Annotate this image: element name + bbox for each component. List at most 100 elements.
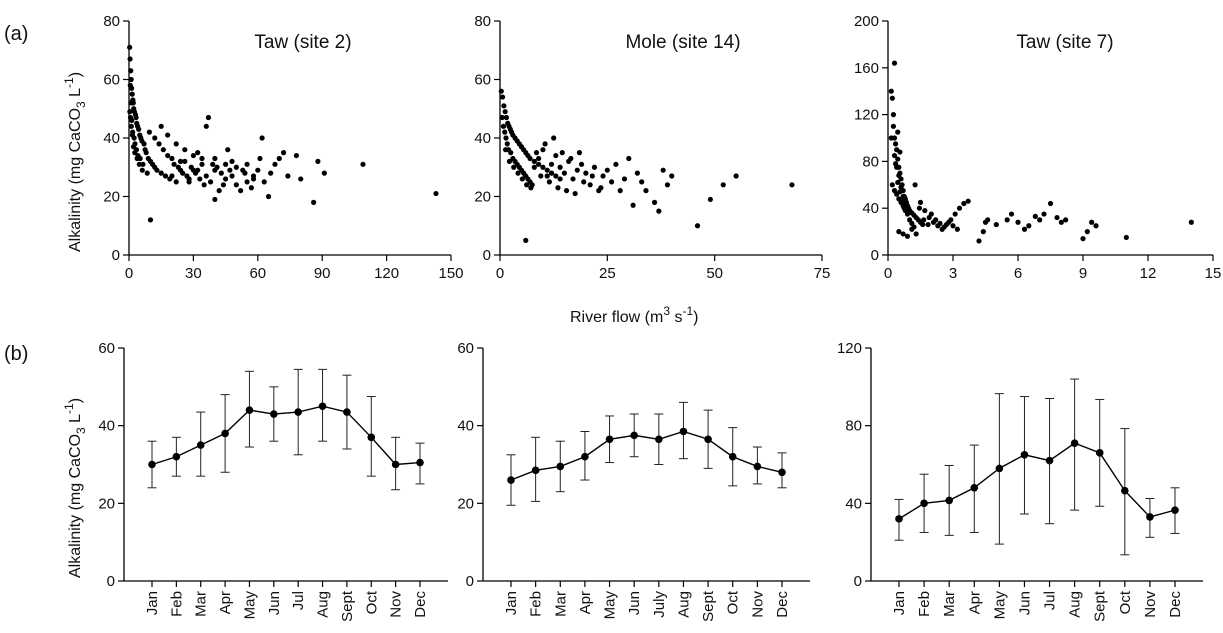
scatter-point [503,135,509,141]
x-tick-label: 0 [125,265,133,282]
scatter-point [227,167,233,173]
x-tick-label: Jan [891,591,908,615]
scatter-point [630,202,636,208]
y-tick-label: 0 [466,573,474,590]
x-tick-label: 15 [1205,265,1222,282]
scatter-point [257,155,263,162]
data-point [605,435,614,444]
scatter-point [212,196,218,203]
scatter-point [272,161,278,167]
x-label-main: River flow (m [570,309,663,326]
x-tick-label: 12 [1140,265,1157,282]
scatter-point [311,199,317,205]
scatter-point [499,114,505,121]
scatter-point [1084,229,1090,235]
scatter-point [904,233,911,239]
scatter-point [1123,234,1129,241]
x-tick-label: Apr [577,591,594,614]
scatter-point [920,221,926,228]
data-point [221,429,229,438]
scatter-point [195,150,201,156]
y-tick-label: 0 [107,573,115,590]
scatter-point [980,229,986,235]
data-point [1171,506,1179,514]
x-tick-label: Mar [552,591,569,617]
scatter-point [546,179,552,185]
scatter-point [563,188,570,194]
scatter-point [165,152,171,159]
scatter-point [891,152,898,159]
y-tick-label: 20 [474,189,491,206]
scatter-point [604,167,610,173]
panel-b-label: (b) [4,343,28,365]
scatter-point [956,205,963,211]
x-tick-label: Nov [388,591,405,618]
scatter-point [1004,217,1010,223]
scatter-point [578,161,585,167]
scatter-point [500,123,507,129]
scatter-point [950,223,956,229]
data-point [945,496,953,505]
scatter-point [985,217,991,223]
data-point [556,462,565,471]
series-line [510,430,783,481]
x-tick-label: 30 [185,265,202,282]
x-tick-label: Apr [966,591,983,614]
scatter-point [152,135,158,141]
y-tick-label: 160 [854,60,879,77]
scatter-point [195,167,201,173]
scatter-point [229,158,235,164]
scatter-point [626,155,632,162]
scatter-point [158,170,164,176]
y-tick-label: 80 [103,13,120,30]
scatter-point [898,184,904,190]
scatter-point [548,161,555,167]
scatter-point [925,221,931,228]
x-tick-label: Sept [1092,590,1109,622]
y-tick-label: 0 [871,247,879,264]
y-tick-label: 40 [474,130,491,147]
scatter-point [276,155,282,162]
y-axis-label-row-a: Alkalinity (mg CaCO3 L-1) [62,72,88,252]
scatter-point [621,176,628,182]
scatter-point [531,164,537,170]
x-label-sup1: 3 [663,304,670,318]
scatter-point [216,188,222,194]
x-tick-label: 60 [249,265,266,282]
scatter-point [965,198,971,204]
scatter-point [160,147,166,153]
scatter-point [127,109,133,115]
scatter-point [127,82,133,88]
scatter-point [1008,211,1015,217]
scatter-point [255,167,261,173]
x-axis-label: River flow (m3 s-1) [570,304,698,326]
scatter-point [583,170,589,176]
y-tick-label: 80 [845,418,862,435]
scatter-point [205,114,212,121]
x-tick-label: 3 [949,265,957,282]
scatter-point [186,179,192,185]
scatter-point [130,144,137,150]
scatter-point [197,176,203,182]
chart-panel-1: 0 20 40 60 80 0 30 60 90 120 150 Taw (site 2) [103,13,463,282]
scatter-point [212,155,218,162]
scatter-point [544,173,550,179]
chart-title: Taw (site 2) [254,32,351,53]
scatter-point [225,147,231,153]
scatter-point [233,182,239,188]
scatter-point [136,161,142,167]
scatter-point [1037,217,1043,223]
x-tick-label: 9 [1079,265,1087,282]
scatter-point [265,193,272,200]
scatter-point [1093,223,1099,229]
scatter-point [531,158,537,164]
scatter-point [293,152,300,159]
data-point [778,468,786,477]
scatter-point [244,179,250,185]
data-point [343,408,351,416]
data-point [172,452,181,461]
y-label-main: Alkalinity (mg CaCO [67,434,84,578]
scatter-point [127,56,133,62]
x-tick-label: Mar [941,591,958,617]
scatter-point [244,161,250,167]
